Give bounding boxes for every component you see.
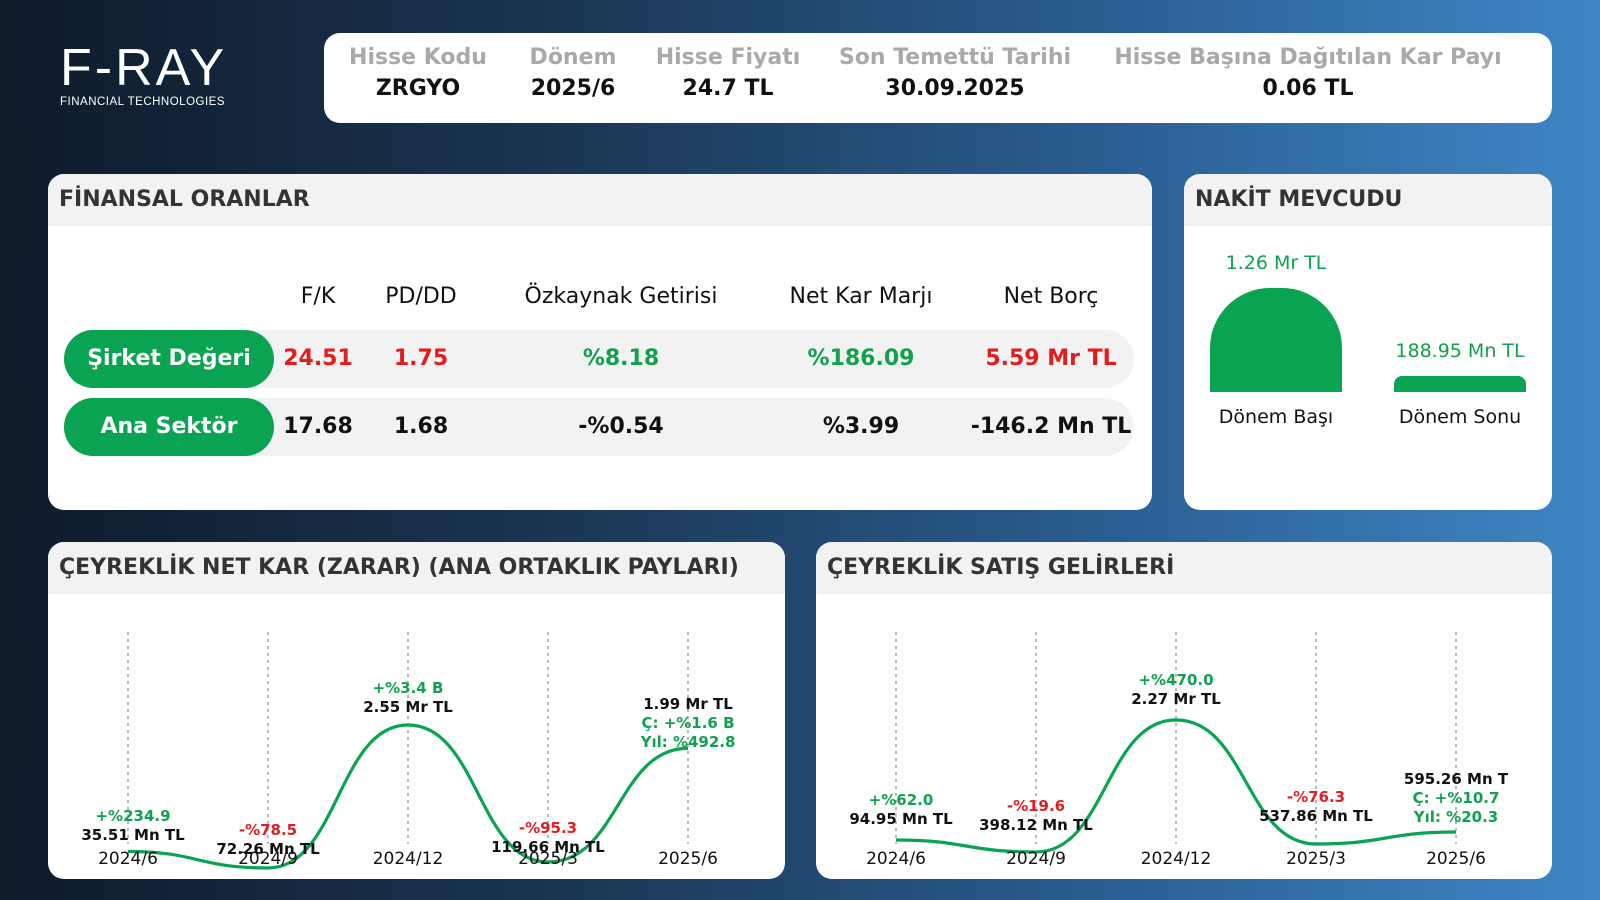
change-label: -%19.6 [1007,797,1065,815]
change-label: +%234.9 [95,807,170,825]
quarterly-net-profit-panel: ÇEYREKLİK NET KAR (ZARAR) (ANA ORTAKLIK … [48,542,785,879]
value-label: 94.95 Mn TL [849,810,953,828]
value-label: 2.27 Mr TL [1131,690,1221,708]
info-label: Dönem [529,45,617,70]
x-tick-label: 2025/3 [1286,849,1346,869]
panel-title: FİNANSAL ORANLAR [48,174,1152,226]
company-fk: 24.51 [283,346,353,371]
column-header-net-margin: Net Kar Marjı [789,284,933,309]
change-label: -%76.3 [1287,788,1345,806]
stock-info-bar: Hisse Kodu ZRGYO Dönem 2025/6 Hisse Fiya… [324,33,1552,123]
panel-title: ÇEYREKLİK NET KAR (ZARAR) (ANA ORTAKLIK … [48,542,785,594]
value-label: 595.26 Mn T [1404,770,1509,788]
info-label: Hisse Kodu [349,45,487,70]
column-header-net-debt: Net Borç [1003,284,1099,309]
value-label: 119.66 Mn TL [491,838,605,856]
cash-panel: NAKİT MEVCUDU 1.26 Mr TL Dönem Başı 188.… [1184,174,1552,510]
x-tick-label: 2025/6 [1426,849,1486,869]
change-label: +%62.0 [869,791,934,809]
value-label: 72.26 Mn TL [216,840,320,858]
company-roe: %8.18 [582,346,660,371]
change-label: -%78.5 [239,821,297,839]
info-label: Son Temettü Tarihi [838,45,1072,70]
cash-bar-label: Dönem Başı [1218,406,1334,428]
sector-net-margin: %3.99 [822,414,900,439]
cash-bar-start [1210,288,1342,392]
summary-label: Yıl: %20.3 [1413,808,1498,826]
series-line [127,723,689,870]
x-tick-label: 2024/12 [373,849,444,869]
x-tick-label: 2025/3 [518,849,578,869]
x-tick-label: 2025/6 [658,849,718,869]
company-pddd: 1.75 [393,346,449,371]
sector-roe: -%0.54 [578,414,664,439]
info-value: 30.09.2025 [885,76,1025,101]
info-period: Dönem 2025/6 [530,45,617,101]
financial-ratios-panel: FİNANSAL ORANLAR F/K PD/DD Özkaynak Geti… [48,174,1152,510]
row-label-sector: Ana Sektör [64,398,274,456]
company-net-margin: %186.09 [807,346,915,371]
x-tick-label: 2024/12 [1141,849,1212,869]
sales-line-chart: 2024/6 2024/9 2024/12 2025/3 2025/6 +%62.094.… [849,632,1509,869]
value-label: 398.12 Mn TL [979,816,1093,834]
info-value: ZRGYO [375,76,461,101]
column-header-pddd: PD/DD [385,284,457,309]
x-tick-label: 2024/6 [98,849,158,869]
series-line [895,718,1457,854]
info-label: Hisse Fiyatı [655,45,801,70]
value-label: 537.86 Mn TL [1259,807,1373,825]
cash-bar-end [1394,376,1526,392]
quarterly-sales-panel: ÇEYREKLİK SATIŞ GELİRLERİ 2024/6 2024/9 20… [816,542,1552,879]
cash-bar-value: 1.26 Mr TL [1225,252,1327,274]
x-tick-label: 2024/6 [866,849,926,869]
change-label: +%470.0 [1138,671,1213,689]
info-label: Hisse Başına Dağıtılan Kar Payı [1114,45,1502,70]
change-label: +%3.4 B [373,679,444,697]
summary-label: Yıl: %492.8 [640,733,736,751]
value-label: 2.55 Mr TL [363,698,453,716]
cash-bar-label: Dönem Sonu [1398,406,1522,428]
column-header-roe: Özkaynak Getirisi [524,284,718,309]
logo-wordmark: F-RAY [60,39,228,97]
info-dividend-per-share: Hisse Başına Dağıtılan Kar Payı 0.06 TL [1114,45,1501,101]
fray-logo: F-RAY FINANCIAL TECHNOLOGIES [60,42,290,114]
info-value: 2025/6 [530,76,616,101]
change-label: -%95.3 [519,819,577,837]
row-label-company: Şirket Değeri [64,330,274,388]
summary-label: Ç: +%1.6 B [641,714,734,732]
summary-label: Ç: +%10.7 [1413,789,1500,807]
sector-fk: 17.68 [283,414,353,439]
sector-pddd: 1.68 [393,414,449,439]
info-value: 0.06 TL [1262,76,1354,101]
sector-net-debt: -146.2 Mn TL [970,414,1132,439]
info-stock-code: Hisse Kodu ZRGYO [349,45,487,101]
panel-title: NAKİT MEVCUDU [1184,174,1552,226]
x-tick-label: 2024/9 [1006,849,1066,869]
cash-bar-value: 188.95 Mn TL [1395,340,1525,363]
logo-tagline: FINANCIAL TECHNOLOGIES [60,96,226,108]
x-tick-label: 2024/9 [238,849,298,869]
company-net-debt: 5.59 Mr TL [985,346,1117,371]
net-profit-line-chart: 2024/6 2024/9 2024/12 2025/3 2025/6 +%234.935… [81,632,736,870]
value-label: 1.99 Mr TL [643,695,733,713]
value-label: 35.51 Mn TL [81,826,185,844]
info-dividend-date: Son Temettü Tarihi 30.09.2025 [839,45,1071,101]
info-value: 24.7 TL [682,76,774,101]
column-header-fk: F/K [300,284,336,309]
info-price: Hisse Fiyatı 24.7 TL [656,45,801,101]
panel-title: ÇEYREKLİK SATIŞ GELİRLERİ [816,542,1552,594]
